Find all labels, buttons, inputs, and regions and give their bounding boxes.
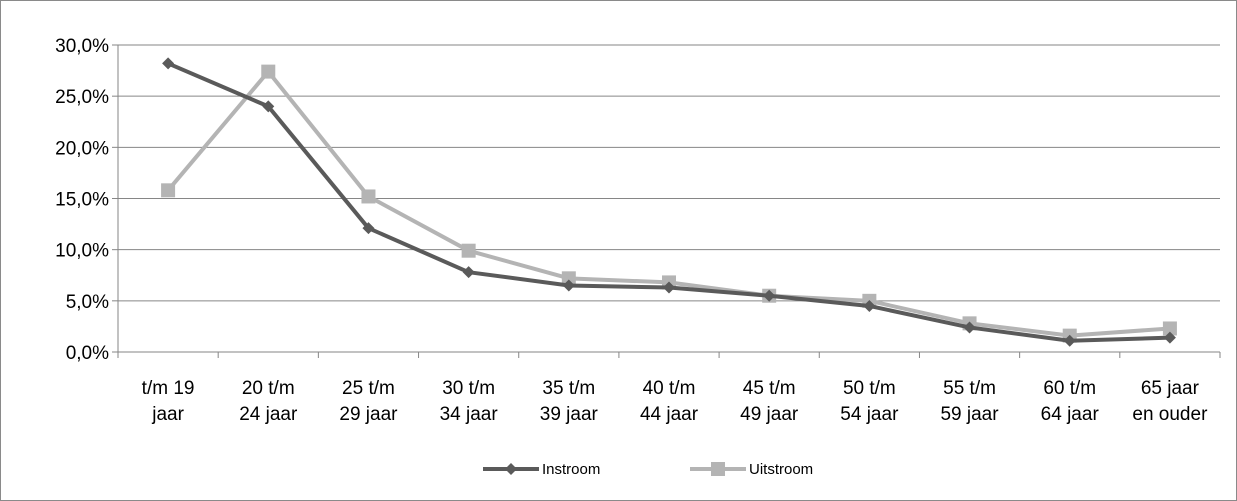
legend-label-uitstroom: Uitstroom bbox=[749, 461, 813, 478]
x-tick-label-line: 64 jaar bbox=[1041, 404, 1100, 425]
x-tick-label-line: 40 t/m bbox=[643, 378, 696, 399]
y-tick-label: 10,0% bbox=[55, 241, 109, 262]
series-lines bbox=[161, 57, 1177, 347]
x-tick-label-line: 39 jaar bbox=[540, 404, 599, 425]
data-point-instroom bbox=[1163, 331, 1176, 344]
x-tick-label: 25 t/m 29 jaar bbox=[339, 378, 398, 425]
data-point-instroom bbox=[963, 321, 976, 334]
data-point-uitstroom bbox=[161, 183, 176, 198]
x-tick-label-line: 30 t/m bbox=[442, 378, 495, 399]
y-tick-label: 20,0% bbox=[55, 138, 109, 159]
tick-labels: 0,0% 5,0% 10,0% 15,0% 20,0% 25,0% 30,0% t/m 19 j… bbox=[55, 36, 1208, 425]
x-tick-label: 65 jaar en ouder bbox=[1132, 378, 1208, 425]
data-point-instroom bbox=[362, 222, 375, 235]
x-tick-label: t/m 19 jaar bbox=[142, 378, 195, 425]
data-point-instroom bbox=[863, 299, 876, 312]
data-point-instroom bbox=[562, 279, 575, 292]
legend-marker-instroom bbox=[505, 463, 517, 475]
x-tick-label-line: 49 jaar bbox=[740, 404, 799, 425]
axes bbox=[112, 44, 1221, 358]
x-tick-label-line: 34 jaar bbox=[440, 404, 499, 425]
x-tick-label-line: 29 jaar bbox=[339, 404, 398, 425]
y-tick-label: 5,0% bbox=[66, 292, 109, 313]
x-tick-label-line: 60 t/m bbox=[1043, 378, 1096, 399]
x-tick-label-line: 54 jaar bbox=[840, 404, 899, 425]
y-tick-label: 30,0% bbox=[55, 36, 109, 57]
data-point-instroom bbox=[462, 266, 475, 279]
legend: Instroom Uitstroom bbox=[483, 461, 813, 478]
x-tick-label-line: 25 t/m bbox=[342, 378, 395, 399]
x-tick-label-line: 65 jaar bbox=[1141, 378, 1200, 399]
x-tick-label-line: 45 t/m bbox=[743, 378, 796, 399]
x-tick-label: 40 t/m 44 jaar bbox=[640, 378, 699, 425]
data-point-uitstroom bbox=[561, 271, 576, 286]
x-tick-label-line: 44 jaar bbox=[640, 404, 699, 425]
x-tick-label-line: jaar bbox=[151, 404, 184, 425]
legend-label-instroom: Instroom bbox=[542, 461, 600, 478]
data-point-instroom bbox=[763, 289, 776, 302]
x-tick-label: 50 t/m 54 jaar bbox=[840, 378, 899, 425]
y-tick-label: 15,0% bbox=[55, 190, 109, 211]
x-tick-label-line: en ouder bbox=[1132, 404, 1208, 425]
data-point-uitstroom bbox=[1162, 321, 1177, 336]
y-tick-label: 0,0% bbox=[66, 343, 109, 364]
x-tick-label: 55 t/m 59 jaar bbox=[940, 378, 999, 425]
x-tick-label-line: 35 t/m bbox=[542, 378, 595, 399]
x-tick-label: 60 t/m 64 jaar bbox=[1041, 378, 1100, 425]
x-tick-label-line: 55 t/m bbox=[943, 378, 996, 399]
data-point-uitstroom bbox=[461, 243, 476, 258]
series-instroom bbox=[162, 57, 1176, 347]
x-tick-label-line: 24 jaar bbox=[239, 404, 298, 425]
data-point-instroom bbox=[162, 57, 175, 70]
x-tick-label-line: t/m 19 bbox=[142, 378, 195, 399]
legend-marker-uitstroom bbox=[711, 462, 725, 476]
data-point-uitstroom bbox=[361, 189, 376, 204]
data-point-instroom bbox=[1063, 334, 1076, 347]
series-line-uitstroom bbox=[166, 69, 1171, 338]
x-tick-label: 45 t/m 49 jaar bbox=[740, 378, 799, 425]
x-tick-label-line: 50 t/m bbox=[843, 378, 896, 399]
data-point-uitstroom bbox=[261, 64, 276, 79]
gridlines bbox=[118, 44, 1220, 302]
x-tick-label-line: 59 jaar bbox=[940, 404, 999, 425]
x-tick-label-line: 20 t/m bbox=[242, 378, 295, 399]
x-tick-label: 35 t/m 39 jaar bbox=[540, 378, 599, 425]
series-line-instroom bbox=[167, 61, 1170, 343]
y-tick-label: 25,0% bbox=[55, 87, 109, 108]
x-tick-label: 30 t/m 34 jaar bbox=[440, 378, 499, 425]
data-point-instroom bbox=[663, 281, 675, 294]
data-point-instroom bbox=[262, 100, 275, 113]
x-tick-label: 20 t/m 24 jaar bbox=[239, 378, 298, 425]
